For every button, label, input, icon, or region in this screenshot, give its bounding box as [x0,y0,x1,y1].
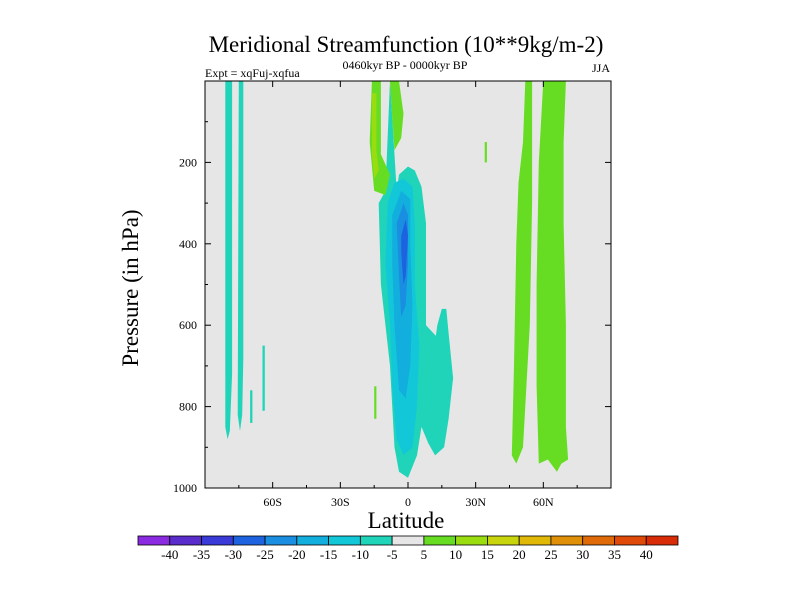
anomaly-60s-band-d [262,345,265,411]
colorbar-box-2 [201,535,234,546]
contour-layer [225,81,569,478]
y-axis-ticks: 200 400 600 800 1000 [173,121,611,495]
chart-subtitle-left: Expt = xqFuj-xqfua [205,66,300,80]
plot-area: 60S 30S 0 30N 60N 200 400 600 800 1000 [173,80,612,509]
colorbar-box-16 [645,535,679,546]
anomaly-60s-band-a [225,81,233,440]
colorbar-label-5: -15 [320,547,337,562]
colorbar-label-11: 20 [513,547,526,562]
colorbar-label-8: 5 [421,547,428,562]
chart-subtitle-right: JJA [592,61,610,75]
colorbar-box-11 [487,535,520,546]
x-axis-label: Latitude [368,508,445,533]
colorbar-box-13 [550,535,584,546]
colorbar-box-8 [391,535,425,546]
anomaly-north-upper-c [371,93,379,179]
y-tick-label-1: 400 [179,237,197,251]
y-tick-label-4: 1000 [173,481,197,495]
colorbar-box-5 [296,535,329,546]
x-tick-label-1: 30S [331,495,350,509]
colorbar-label-1: -35 [193,547,210,562]
y-tick-label-3: 800 [179,400,197,414]
colorbar-box-0 [137,535,171,546]
colorbar-box-7 [359,535,393,546]
colorbar-label-9: 10 [449,547,462,562]
colorbar-label-14: 35 [608,547,621,562]
colorbar: -40 -35 -30 -25 -20 -15 -10 -5 5 10 15 20 25 30 35 40 [137,535,679,562]
colorbar-box-14 [582,535,615,546]
y-axis-label: Pressure (in hPa) [118,209,143,366]
y-tick-label-0: 200 [179,155,197,169]
anomaly-equatorial-core-4 [401,219,408,285]
colorbar-box-12 [518,535,552,546]
y-tick-label-2: 600 [179,318,197,332]
colorbar-label-13: 30 [576,547,589,562]
x-tick-label-3: 30N [465,495,486,509]
colorbar-box-6 [328,535,361,546]
anomaly-north-upper-b [390,81,404,151]
anomaly-small-cell [484,142,487,163]
colorbar-box-10 [455,535,488,546]
colorbar-box-1 [169,535,202,546]
anomaly-small-cell-b [374,386,377,419]
anomaly-60n-band-a [511,81,533,464]
colorbar-label-3: -25 [256,547,273,562]
colorbar-label-10: 15 [481,547,494,562]
x-tick-label-0: 60S [263,495,282,509]
x-axis-ticks: 60S 30S 0 30N 60N [238,81,578,509]
colorbar-label-12: 25 [544,547,557,562]
colorbar-label-7: -5 [387,547,398,562]
colorbar-label-2: -30 [225,547,242,562]
colorbar-box-15 [614,535,647,546]
colorbar-box-3 [232,535,266,546]
chart-title: Meridional Streamfunction (10**9kg/m-2) [209,32,604,57]
colorbar-box-4 [264,535,298,546]
colorbar-label-6: -10 [352,547,369,562]
colorbar-label-0: -40 [161,547,178,562]
x-tick-label-4: 60N [533,495,554,509]
anomaly-equatorial-side [426,308,454,415]
anomaly-60s-band-c [250,390,253,423]
anomaly-60n-band-b [536,81,569,472]
colorbar-label-4: -20 [288,547,305,562]
anomaly-60s-band-b [237,81,244,431]
colorbar-label-15: 40 [640,547,653,562]
x-tick-label-2: 0 [405,495,411,509]
colorbar-box-9 [423,535,457,546]
chart-subtitle-center: 0460kyr BP - 0000kyr BP [343,58,468,72]
